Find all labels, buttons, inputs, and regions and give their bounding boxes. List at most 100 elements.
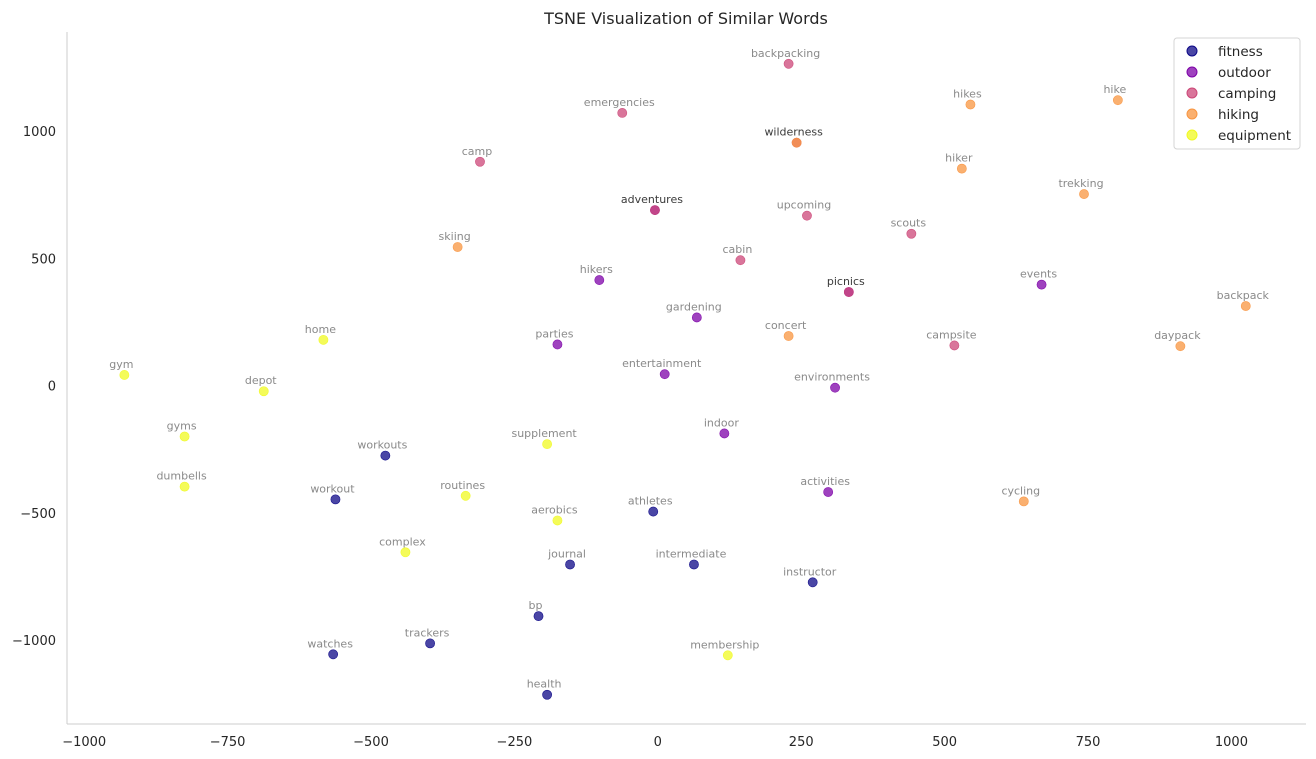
y-tick-label: 0 [48,380,56,395]
point-label: home [305,323,336,336]
point-label: backpack [1217,289,1270,302]
point-label: complex [379,535,426,548]
data-point-camping [650,205,660,215]
data-point-outdoor [691,312,702,323]
x-tick-label: −1000 [62,735,106,750]
x-tick-labels: −1000 −750 −500 −250 0 250 500 750 1000 [62,735,1248,750]
point-label: picnics [827,275,865,288]
point-label: routines [440,479,485,492]
point-label: trekking [1058,177,1103,190]
point-label: indoor [704,416,739,429]
point-label: wilderness [764,126,823,139]
data-point-fitness [565,559,575,570]
point-label: gym [109,358,133,371]
x-tick-label: 250 [789,735,814,750]
data-point-hiking [1018,496,1029,507]
data-point-equipment [258,386,269,397]
point-label: athletes [628,495,673,508]
point-label: campsite [926,328,977,341]
data-point-outdoor [830,382,840,393]
data-point-outdoor [823,487,834,497]
data-point-equipment [460,490,471,501]
point-label: emergencies [584,96,655,109]
y-tick-label: −500 [20,507,56,522]
data-point-equipment [179,431,190,442]
data-point-fitness [542,689,553,700]
point-label: depot [245,374,277,387]
point-label: camp [462,145,493,158]
data-point-fitness [533,611,544,622]
legend-box [1173,37,1301,150]
x-tick-label: −250 [497,735,533,750]
x-tick-label: 500 [932,735,957,750]
point-label: adventures [621,193,683,206]
point-label: trackers [405,626,450,639]
data-point-camping [949,340,960,351]
x-tick-label: −500 [353,735,389,750]
point-label: daypack [1154,329,1201,342]
point-label: gyms [167,420,197,433]
data-point-camping [802,210,812,221]
data-point-hiking [452,242,463,252]
point-label: upcoming [777,199,831,212]
data-point-camping [783,58,794,69]
point-label: hikers [580,263,613,276]
x-tick-label: 750 [1076,735,1101,750]
data-point-outdoor [594,275,605,285]
data-point-outdoor [552,339,563,350]
point-label: cycling [1001,484,1040,497]
data-point-hiking [1240,301,1251,311]
point-label: environments [794,371,870,384]
data-point-fitness [807,577,818,588]
point-label: watches [307,637,353,650]
point-label: instructor [783,565,837,578]
data-point-camping [843,287,854,297]
legend-marker-hiking [1186,108,1198,120]
point-label: events [1020,268,1057,281]
legend-marker-camping [1186,87,1198,99]
y-tick-label: 1000 [23,125,56,140]
legend-marker-fitness [1186,45,1198,57]
point-label: hikes [953,88,982,101]
data-point-equipment [542,439,553,450]
data-point-equipment [722,650,733,661]
data-point-camping [906,228,917,239]
x-tick-label: 0 [654,735,662,750]
point-label: skiing [439,230,471,243]
point-label: workout [310,482,355,495]
data-point-hiking [1079,189,1089,199]
x-tick-label: −750 [210,735,246,750]
data-point-fitness [330,494,341,505]
point-label: cabin [723,243,753,256]
point-label: parties [535,327,573,340]
data-point-hiking [1112,95,1123,106]
data-point-equipment [179,481,190,492]
data-point-outdoor [659,369,670,380]
data-point-equipment [119,370,130,380]
data-point-camping [735,255,746,266]
data-point-outdoor [719,428,730,439]
point-label: aerobics [531,503,578,516]
legend-label-outdoor: outdoor [1218,65,1271,81]
data-point-camping [475,156,485,167]
point-label: journal [547,547,586,560]
point-label: scouts [891,217,927,230]
data-point-fitness [425,638,435,649]
point-label: workouts [357,439,407,452]
point-label: backpacking [751,47,820,60]
data-point-equipment [318,334,329,345]
legend-marker-equipment [1186,129,1198,141]
point-label: gardening [666,300,722,313]
y-tick-label: 500 [31,252,56,267]
point-label: entertainment [622,357,702,370]
x-tick-label: 1000 [1215,735,1248,750]
y-tick-label: −1000 [12,634,56,649]
legend-label-fitness: fitness [1218,44,1263,60]
point-label: concert [765,319,807,332]
legend-label-equipment: equipment [1218,128,1291,144]
data-point-fitness [380,450,391,461]
point-label: intermediate [656,547,727,560]
chart-title: TSNE Visualization of Similar Words [543,9,828,28]
data-points [119,58,1251,700]
